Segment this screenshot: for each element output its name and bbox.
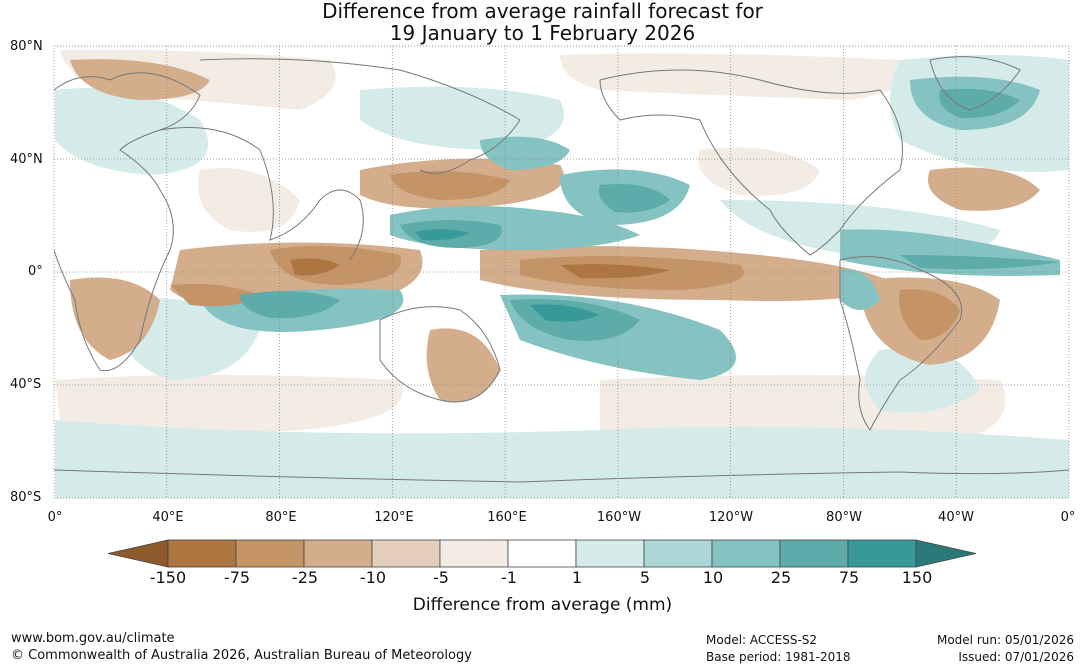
lon-label-160e: 160°E xyxy=(487,510,527,525)
anomaly-moderate-dry xyxy=(70,59,1040,403)
lon-label-0: 0° xyxy=(47,510,63,525)
anomaly-extreme-wet xyxy=(415,229,600,322)
colorbar-label: -1 xyxy=(501,568,517,587)
colorbar-extend-low xyxy=(107,539,169,568)
lat-label-80n: 80°N xyxy=(10,39,43,54)
lon-label-40e: 40°E xyxy=(152,510,184,525)
colorbar-label: -5 xyxy=(433,568,449,587)
footer-issued: Issued: 07/01/2026 xyxy=(958,650,1074,664)
map-frame xyxy=(53,45,1070,499)
colorbar-label: -25 xyxy=(291,568,319,587)
coastline-antarctica xyxy=(54,469,1069,483)
footer-copyright: © Commonwealth of Australia 2026, Austra… xyxy=(11,648,472,663)
anomaly-extreme-dry xyxy=(290,258,670,279)
coastline-south-america xyxy=(839,256,962,431)
colorbar-label: 150 xyxy=(901,568,933,587)
lat-label-40n: 40°N xyxy=(10,152,43,167)
lat-label-80s: 80°S xyxy=(10,490,42,505)
coastline-north-america xyxy=(599,69,903,256)
footer-model-run: Model run: 05/01/2026 xyxy=(936,633,1074,647)
colorbar xyxy=(107,539,977,568)
colorbar-swatch xyxy=(779,539,849,568)
colorbar-label: -75 xyxy=(223,568,251,587)
colorbar-label: 10 xyxy=(702,568,724,587)
colorbar-title: Difference from average (mm) xyxy=(412,595,673,615)
footer-website: www.bom.gov.au/climate xyxy=(11,631,175,646)
colorbar-swatch xyxy=(507,539,577,568)
lon-label-120w: 120°W xyxy=(708,510,754,525)
lon-label-40w: 40°W xyxy=(938,510,974,525)
colorbar-label: 25 xyxy=(770,568,792,587)
colorbar-label: 1 xyxy=(571,568,583,587)
colorbar-label: -150 xyxy=(149,568,187,587)
colorbar-label: 5 xyxy=(639,568,651,587)
colorbar-swatch xyxy=(303,539,373,568)
coastline-asia xyxy=(159,58,521,261)
coastline-australia xyxy=(379,306,501,403)
anomaly-strong-dry xyxy=(170,171,960,340)
coastlines xyxy=(54,56,1069,483)
colorbar-label: -10 xyxy=(359,568,387,587)
lon-label-80w: 80°W xyxy=(826,510,862,525)
footer-model: Model: ACCESS-S2 xyxy=(706,633,818,647)
footer-base-period: Base period: 1981-2018 xyxy=(706,650,851,664)
anomaly-strong-wet xyxy=(240,88,1060,341)
colorbar-swatch xyxy=(371,539,441,568)
lon-label-0-end: 0° xyxy=(1060,510,1076,525)
coastline-africa-europe xyxy=(54,72,201,372)
colorbar-swatch xyxy=(167,539,237,568)
colorbar-swatch xyxy=(847,539,917,568)
map-title-line-2: 19 January to 1 February 2026 xyxy=(389,21,696,45)
lon-label-160w: 160°W xyxy=(596,510,642,525)
lon-label-120e: 120°E xyxy=(374,510,414,525)
lon-label-80e: 80°E xyxy=(265,510,297,525)
gridlines xyxy=(53,45,1070,499)
anomaly-light-dry xyxy=(55,49,1006,451)
anomaly-moderate-wet xyxy=(200,76,1060,381)
map-title-line-1: Difference from average rainfall forecas… xyxy=(322,0,763,23)
colorbar-swatch xyxy=(439,539,509,568)
colorbar-swatch xyxy=(643,539,713,568)
colorbar-swatch xyxy=(235,539,305,568)
coastline-greenland xyxy=(929,56,1021,111)
lat-label-40s: 40°S xyxy=(10,377,42,392)
colorbar-swatch xyxy=(711,539,781,568)
lat-label-equator: 0° xyxy=(28,264,43,279)
rainfall-anomaly-layer xyxy=(55,49,1069,498)
colorbar-swatch xyxy=(575,539,645,568)
colorbar-label: 75 xyxy=(838,568,860,587)
colorbar-extend-high xyxy=(915,539,977,568)
